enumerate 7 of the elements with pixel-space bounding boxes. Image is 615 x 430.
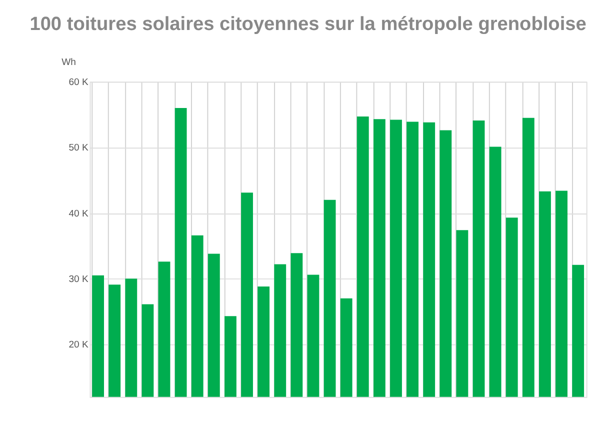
y-axis-title: Wh xyxy=(62,57,76,68)
chart-title: 100 toitures solaires citoyennes sur la métropole grenobloise xyxy=(30,14,586,36)
y-tick-label: 60 K xyxy=(68,77,89,88)
y-tick-label: 40 K xyxy=(68,208,89,220)
y-tick-label: 20 K xyxy=(68,340,89,351)
y-tick-label: 50 K xyxy=(68,142,89,154)
y-tick-label: 30 K xyxy=(68,274,89,286)
